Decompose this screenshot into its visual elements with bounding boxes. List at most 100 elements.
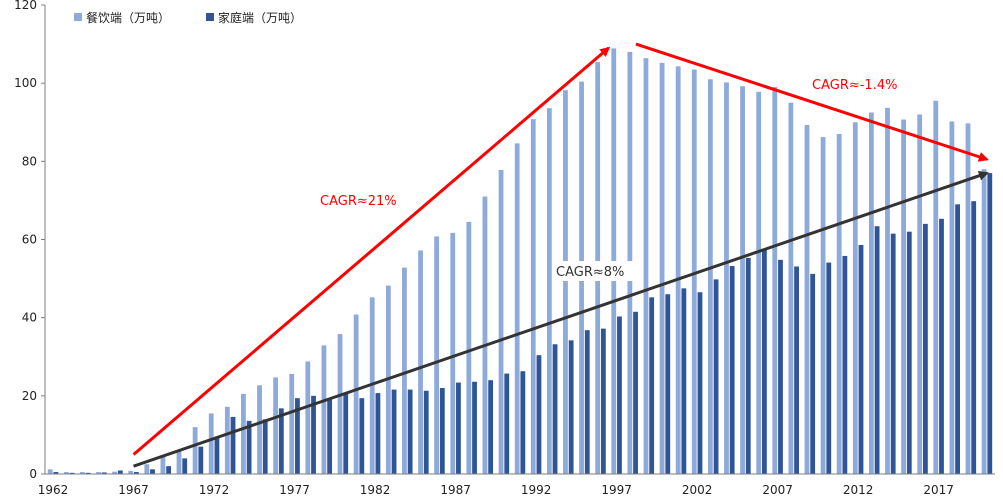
bar-dining-1976	[273, 377, 279, 474]
bar-household-2009	[810, 273, 816, 474]
bar-dining-2005	[740, 86, 745, 474]
cagr-label-3: CAGR≈8%	[556, 265, 624, 280]
bar-dining-2012	[852, 122, 858, 474]
bar-dining-1975	[257, 385, 262, 474]
bar-dining-1991	[514, 143, 520, 475]
x-tick-label-1972: 1972	[199, 483, 230, 497]
bar-household-2017	[939, 218, 944, 474]
bar-dining-2010	[820, 137, 826, 474]
bar-household-1963	[69, 472, 75, 474]
y-tick-label-120: 120	[14, 0, 37, 12]
bar-dining-1987	[450, 232, 456, 474]
bar-dining-2009	[804, 124, 810, 475]
legend: 餐饮端（万吨） 家庭端（万吨）	[74, 10, 302, 25]
bar-dining-2020	[981, 169, 987, 474]
bar-household-1977	[295, 398, 300, 474]
y-tick-label-20: 20	[22, 389, 37, 403]
bar-household-2015	[906, 231, 912, 474]
bar-dining-2001	[675, 66, 681, 475]
annotations-layer: CAGR≈21% CAGR≈-1.4% CAGR≈8%	[132, 42, 989, 468]
x-tick-label-2012: 2012	[843, 483, 874, 497]
bar-dining-1963	[63, 472, 69, 474]
bar-household-1990	[504, 373, 510, 474]
bar-dining-2008	[788, 102, 794, 475]
bar-household-1969	[166, 466, 172, 474]
bar-household-1998	[633, 311, 638, 474]
bar-household-1993	[552, 344, 558, 474]
trend-arrow-2	[635, 42, 989, 162]
bar-household-2012	[858, 244, 864, 474]
y-tick-label-60: 60	[22, 233, 37, 247]
y-tick-label-80: 80	[22, 154, 37, 168]
bar-dining-1964	[80, 472, 85, 474]
bar-household-1967	[134, 472, 139, 474]
bar-household-2016	[922, 223, 928, 474]
bar-dining-2018	[949, 121, 955, 474]
bar-dining-1984	[402, 267, 407, 474]
bar-dining-1979	[321, 345, 327, 474]
x-tick-label-1987: 1987	[440, 483, 471, 497]
bar-household-1979	[327, 398, 333, 474]
bar-dining-2013	[868, 112, 874, 474]
bar-household-1987	[456, 382, 461, 474]
bar-household-1971	[198, 446, 204, 474]
bar-household-1988	[472, 381, 477, 474]
bar-dining-1981	[353, 314, 359, 474]
x-tick-label-1992: 1992	[521, 483, 552, 497]
trend-arrow-1	[132, 46, 611, 456]
bar-dining-1969	[160, 456, 166, 474]
x-tick-label-2002: 2002	[682, 483, 713, 497]
bar-dining-1971	[192, 427, 198, 474]
legend-label-household: 家庭端（万吨）	[218, 10, 302, 25]
bar-household-1973	[230, 416, 236, 474]
bar-dining-1977	[289, 373, 295, 474]
bar-dining-1970	[176, 450, 182, 474]
bar-household-2013	[874, 226, 880, 474]
x-tick-label-1967: 1967	[118, 483, 149, 497]
bar-dining-1985	[418, 250, 423, 474]
bar-household-1984	[407, 389, 413, 474]
bar-dining-1965	[96, 472, 101, 474]
x-tick-label-1982: 1982	[360, 483, 391, 497]
bar-dining-1980	[337, 334, 343, 474]
bar-dining-1972	[208, 413, 214, 474]
axes-layer: 0 20 40 60 80 100 120 1962 1967 1972 1977 1982 1987 1…	[14, 0, 995, 497]
bar-household-1962	[53, 472, 59, 474]
trend-arrow-3	[133, 170, 989, 468]
bar-dining-2004	[724, 82, 729, 474]
bar-dining-1967	[128, 470, 134, 474]
bars-layer	[47, 48, 993, 475]
bar-dining-1993	[546, 108, 552, 475]
bar-dining-1994	[563, 90, 568, 474]
x-tick-label-2007: 2007	[762, 483, 793, 497]
bar-household-2014	[890, 233, 896, 474]
bar-household-2005	[745, 257, 751, 474]
bar-household-1985	[423, 390, 429, 474]
bar-household-2008	[794, 266, 799, 474]
bar-household-2019	[971, 201, 977, 474]
bar-household-2006	[761, 249, 767, 474]
bar-household-1999	[649, 297, 655, 474]
bar-dining-1992	[530, 119, 536, 475]
bar-dining-1974	[241, 393, 246, 474]
bar-dining-1989	[482, 196, 488, 474]
bar-dining-2016	[917, 114, 923, 475]
bar-dining-1999	[643, 58, 649, 475]
x-tick-label-2017: 2017	[923, 483, 954, 497]
bar-household-1982	[375, 393, 381, 474]
bar-household-1994	[568, 340, 574, 474]
y-tick-label-40: 40	[22, 311, 37, 325]
bar-household-1996	[600, 328, 606, 474]
bar-household-1978	[311, 395, 316, 474]
cagr-label-1: CAGR≈21%	[320, 194, 397, 209]
bar-household-1966	[117, 470, 123, 474]
bar-dining-2006	[756, 91, 762, 475]
bar-dining-2002	[691, 69, 697, 475]
bar-dining-1978	[305, 361, 311, 474]
bar-household-2000	[665, 294, 671, 474]
x-tick-label-1977: 1977	[279, 483, 310, 497]
bar-household-2002	[697, 292, 703, 474]
bar-household-1964	[85, 472, 91, 474]
bar-household-1980	[343, 393, 349, 474]
